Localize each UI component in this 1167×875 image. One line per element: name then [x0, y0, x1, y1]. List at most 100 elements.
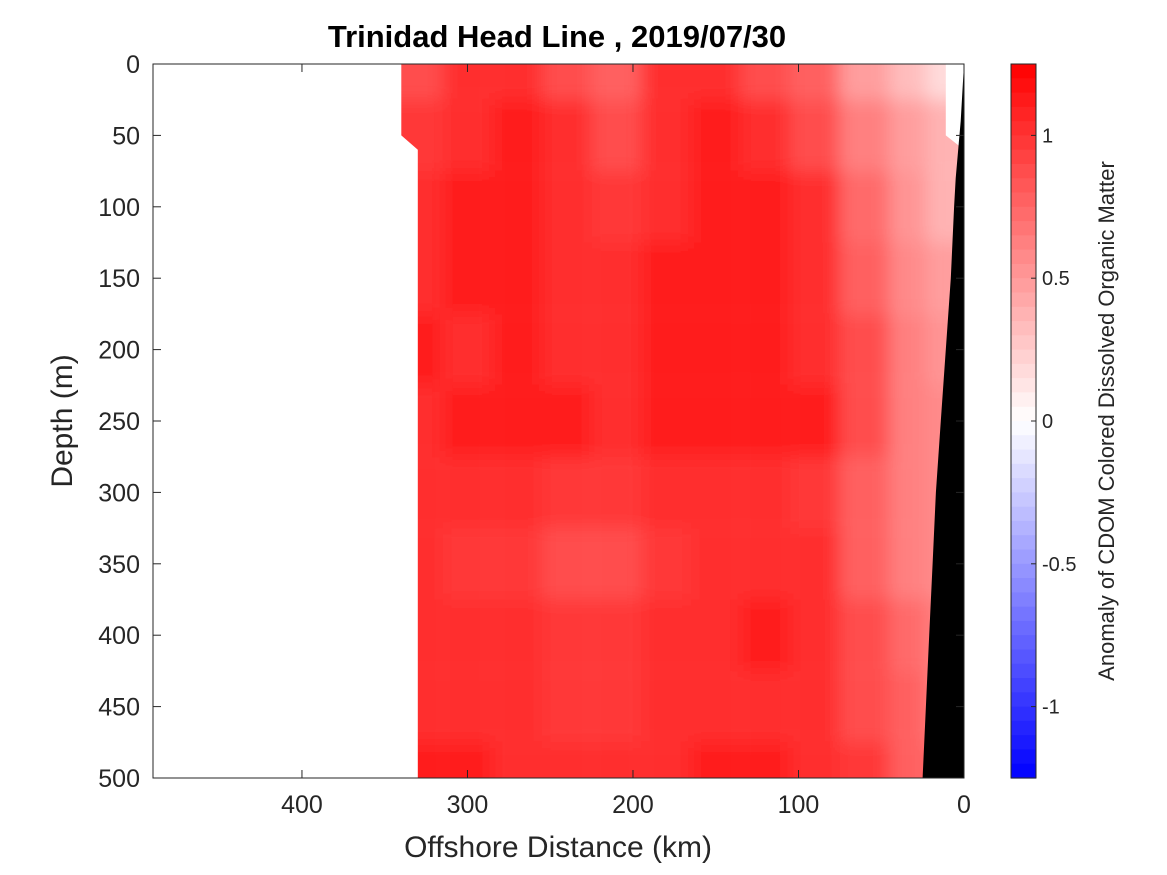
heatmap-cell — [740, 670, 791, 743]
heatmap-cell — [690, 171, 741, 243]
heatmap-cell — [591, 670, 642, 743]
heatmap-cell — [790, 670, 840, 743]
heatmap-cell — [591, 742, 642, 778]
heatmap-cell — [790, 171, 840, 243]
colorbar-tick-label: -1 — [1042, 697, 1060, 719]
heatmap-cell — [740, 456, 791, 529]
heatmap-cell — [442, 742, 493, 778]
heatmap-cell — [839, 670, 890, 743]
colorbar-swatch — [1011, 163, 1036, 179]
heatmap-cell — [839, 171, 890, 243]
colorbar: 1 0.5 0 -0.5 -1 Anomaly of CDOM Colored Diss… — [1010, 63, 1119, 779]
heatmap-cell — [591, 456, 642, 529]
colorbar-swatch — [1011, 692, 1036, 708]
x-tick-label: 300 — [447, 791, 489, 819]
colorbar-swatch — [1011, 363, 1036, 379]
heatmap-cell — [591, 385, 642, 457]
colorbar-swatch — [1011, 492, 1036, 508]
colorbar-swatch — [1011, 535, 1036, 551]
colorbar-swatch — [1011, 221, 1036, 236]
heatmap-cell — [839, 313, 890, 386]
colorbar-swatch — [1011, 749, 1036, 765]
heatmap-cell — [442, 670, 493, 743]
colorbar-swatch — [1011, 335, 1036, 351]
heatmap-cell — [541, 171, 592, 243]
colorbar-swatch — [1011, 206, 1036, 222]
colorbar-swatch — [1011, 478, 1036, 493]
colorbar-swatch — [1011, 763, 1036, 779]
heatmap-cell — [492, 670, 542, 743]
heatmap-cell — [740, 599, 791, 671]
y-tick-label: 100 — [98, 194, 140, 222]
heatmap-cell — [442, 313, 493, 386]
heatmap-cell — [790, 64, 840, 100]
y-tick-label: 500 — [98, 765, 140, 793]
heatmap-cell — [690, 528, 741, 600]
heatmap-cell — [492, 742, 542, 778]
heatmap-cell — [641, 313, 691, 386]
x-axis-label: Offshore Distance (km) — [404, 831, 712, 864]
colorbar-swatch — [1011, 678, 1036, 693]
heatmap-cell — [442, 528, 493, 600]
heatmap-cell — [690, 599, 741, 671]
heatmap-cell — [690, 242, 741, 314]
y-tick-label: 300 — [98, 479, 140, 507]
colorbar-swatch — [1011, 649, 1036, 665]
heatmap-cell — [690, 670, 741, 743]
colorbar-swatch — [1011, 378, 1036, 394]
heatmap-cell — [541, 99, 592, 172]
y-tick-label: 50 — [112, 122, 140, 150]
heatmap-cell — [492, 99, 542, 172]
colorbar-tick-label: 1 — [1042, 125, 1053, 147]
heatmap-cell — [889, 385, 927, 457]
heatmap-cell — [641, 742, 691, 778]
heatmap-cell — [839, 385, 890, 457]
colorbar-swatch — [1011, 178, 1036, 194]
colorbar-swatch — [1011, 592, 1036, 608]
y-tick-label: 350 — [98, 551, 140, 579]
colorbar-swatch — [1011, 520, 1036, 536]
heatmap-cell — [641, 456, 691, 529]
heatmap-cell — [889, 528, 927, 600]
x-tick-label: 400 — [281, 791, 323, 819]
colorbar-swatch — [1011, 635, 1036, 651]
heatmap-cell — [591, 528, 642, 600]
heatmap-cell — [641, 528, 691, 600]
heatmap-cell — [541, 599, 592, 671]
heatmap-cell — [690, 99, 741, 172]
heatmap-cell — [442, 242, 493, 314]
heatmap-cell — [690, 456, 741, 529]
heatmap-cell — [740, 64, 791, 100]
chart-title: Trinidad Head Line , 2019/07/30 — [328, 19, 786, 54]
colorbar-swatch — [1011, 735, 1036, 751]
heatmap-cell — [641, 171, 691, 243]
heatmap-cell — [889, 171, 927, 243]
colorbar-swatch — [1011, 578, 1036, 593]
heatmap-cell — [839, 456, 890, 529]
colorbar-swatch — [1011, 92, 1036, 108]
colorbar-swatch — [1011, 392, 1036, 408]
heatmap-cell — [790, 242, 840, 314]
heatmap-cell — [541, 528, 592, 600]
heatmap-cell — [790, 742, 840, 778]
colorbar-swatch — [1011, 449, 1036, 465]
colorbar-swatch — [1011, 121, 1036, 136]
colorbar-label: Anomaly of CDOM Colored Dissolved Organi… — [1094, 161, 1119, 681]
heatmap-cell — [889, 242, 927, 314]
heatmap-cell — [591, 242, 642, 314]
y-tick-label: 400 — [98, 622, 140, 650]
colorbar-swatch — [1011, 149, 1036, 165]
heatmap-cell — [690, 313, 741, 386]
heatmap-cell — [839, 599, 890, 671]
colorbar-swatch — [1011, 620, 1036, 636]
heatmap-cell — [790, 599, 840, 671]
heatmap-cell — [641, 599, 691, 671]
heatmap-cell — [541, 742, 592, 778]
heatmap-cell — [541, 64, 592, 100]
heatmap-cell — [442, 171, 493, 243]
colorbar-swatch — [1011, 606, 1036, 622]
heatmap-cell — [740, 313, 791, 386]
heatmap-cell — [839, 99, 890, 172]
heatmap-cell — [690, 742, 741, 778]
colorbar-swatch — [1011, 549, 1036, 565]
